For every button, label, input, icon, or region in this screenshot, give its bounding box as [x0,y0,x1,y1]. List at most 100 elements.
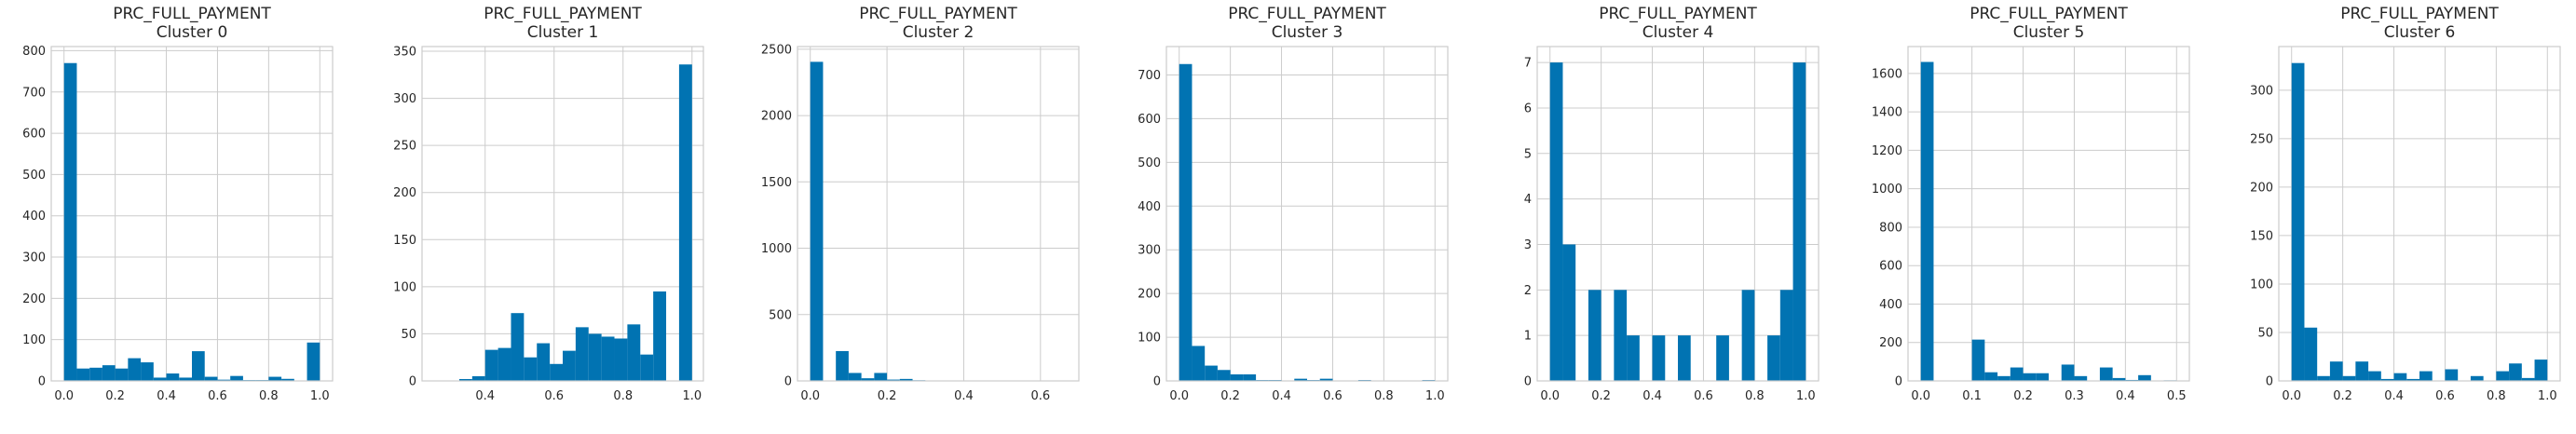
histogram-bar [588,333,602,381]
y-tick-label: 500 [22,169,46,183]
histogram-bar [874,373,888,381]
panel-cluster-3: 0 100 200 300 400 500 600 700 0.0 0.2 0.4 0.6 0.8 1.0… [1138,5,1449,403]
histogram-bar [1627,335,1640,381]
x-tick-label: 0.6 [1323,389,1343,403]
histogram-bar [2010,367,2024,381]
plot-frame [1165,46,1449,382]
x-tick-label: 0.8 [1374,389,1394,403]
histogram-bar [1984,372,1998,381]
histogram-bar [1792,62,1806,381]
histogram-bar [2342,375,2356,381]
histogram-bar [153,377,167,381]
x-tick-label: 0.4 [1272,389,1291,403]
histogram-bar [268,376,282,381]
panel-title: PRC_FULL_PAYMENT [2340,5,2499,23]
x-tick-label: 0.2 [878,389,897,403]
histogram-bar [2304,327,2318,381]
histogram-bar [281,378,294,381]
histogram-bar [179,377,192,381]
x-tick-label: 0.8 [613,389,633,403]
histogram-bar [1192,346,1206,381]
y-tick-label: 2 [1524,284,1532,298]
y-tick-label: 800 [1879,221,1902,235]
histogram-bar [511,313,525,381]
histogram-bar [128,358,142,381]
x-tick-label: 1.0 [1796,389,1816,403]
y-tick-label: 200 [393,186,416,200]
panel-title: PRC_FULL_PAYMENT [484,5,642,23]
y-tick-label: 2500 [761,43,792,57]
histogram-bar [2112,377,2126,381]
histogram-bar [1319,378,1333,381]
y-tick-label: 50 [401,328,416,342]
y-tick-label: 1500 [761,176,792,190]
y-tick-label: 800 [22,45,46,59]
y-tick-label: 0 [2266,375,2273,389]
y-tick-label: 0 [409,375,416,389]
histogram-bar [2329,361,2343,381]
y-tick-label: 200 [22,292,46,306]
histogram-bar [2138,374,2151,381]
y-tick-label: 100 [1138,332,1161,346]
y-tick-label: 600 [1138,113,1161,127]
y-tick-label: 400 [22,210,46,224]
histogram-bar [217,379,231,381]
histogram-bar [2445,369,2459,381]
histogram-bar [115,368,129,381]
histogram-bar [1716,335,1729,381]
plot-frame [1907,46,2190,382]
histogram-bar [2496,371,2510,381]
panel-subtitle: Cluster 0 [157,23,228,42]
panel-subtitle: Cluster 2 [903,23,975,42]
histogram-bar [575,327,589,381]
histogram-bar [1179,63,1193,381]
histogram-bar [836,350,849,381]
histogram-bar [2470,375,2484,381]
histogram-bar [1920,61,1934,382]
y-tick-label: 300 [22,251,46,265]
plot-frame [2278,46,2561,382]
plot-frame [1536,46,1820,382]
panel-cluster-4: 0 1 2 3 4 5 6 7 0.0 0.2 0.4 0.6 0.8 1.0 PRC_FULL_PAYME… [1524,5,1820,403]
histogram-bar [678,64,692,381]
y-tick-label: 100 [393,280,416,294]
panel-cluster-5: 0 200 400 600 800 1000 1200 1400 1600 0.0 0.1 0.2 0.… [1872,5,2190,403]
histogram-bar [192,351,205,381]
y-tick-label: 500 [769,308,792,322]
y-tick-label: 100 [2250,278,2273,292]
histogram-bar [89,367,102,381]
histogram-bar [2380,378,2394,381]
y-tick-label: 300 [2250,84,2273,98]
x-tick-label: 0.6 [208,389,227,403]
panel-subtitle: Cluster 1 [527,23,599,42]
histogram-bar [2419,371,2433,381]
histogram-bar [2291,62,2305,382]
y-tick-label: 1200 [1872,144,1902,158]
x-tick-label: 0.0 [800,389,820,403]
x-tick-label: 0.4 [954,389,974,403]
y-tick-label: 1600 [1872,67,1902,81]
histogram-bar [1767,335,1780,381]
y-tick-label: 400 [1138,200,1161,214]
panel-title: PRC_FULL_PAYMENT [1228,5,1386,23]
x-tick-label: 0.4 [157,389,176,403]
y-tick-label: 350 [393,46,416,60]
y-tick-label: 0 [784,375,792,389]
y-tick-label: 200 [1138,288,1161,302]
histogram-bar [204,376,218,381]
x-tick-label: 0.6 [1030,389,1050,403]
histogram-bar [2509,363,2522,381]
panel-title: PRC_FULL_PAYMENT [1599,5,1757,23]
histogram-bar [2061,364,2075,381]
y-tick-label: 300 [393,92,416,106]
x-tick-label: 0.4 [475,389,495,403]
y-tick-label: 100 [22,333,46,347]
x-tick-label: 0.4 [1642,389,1662,403]
y-tick-label: 0 [1524,375,1532,389]
y-tick-label: 700 [1138,69,1161,83]
y-tick-label: 500 [1138,156,1161,170]
x-tick-label: 0.8 [259,389,279,403]
histogram-bar [1294,378,1307,381]
x-tick-label: 0.8 [1745,389,1765,403]
